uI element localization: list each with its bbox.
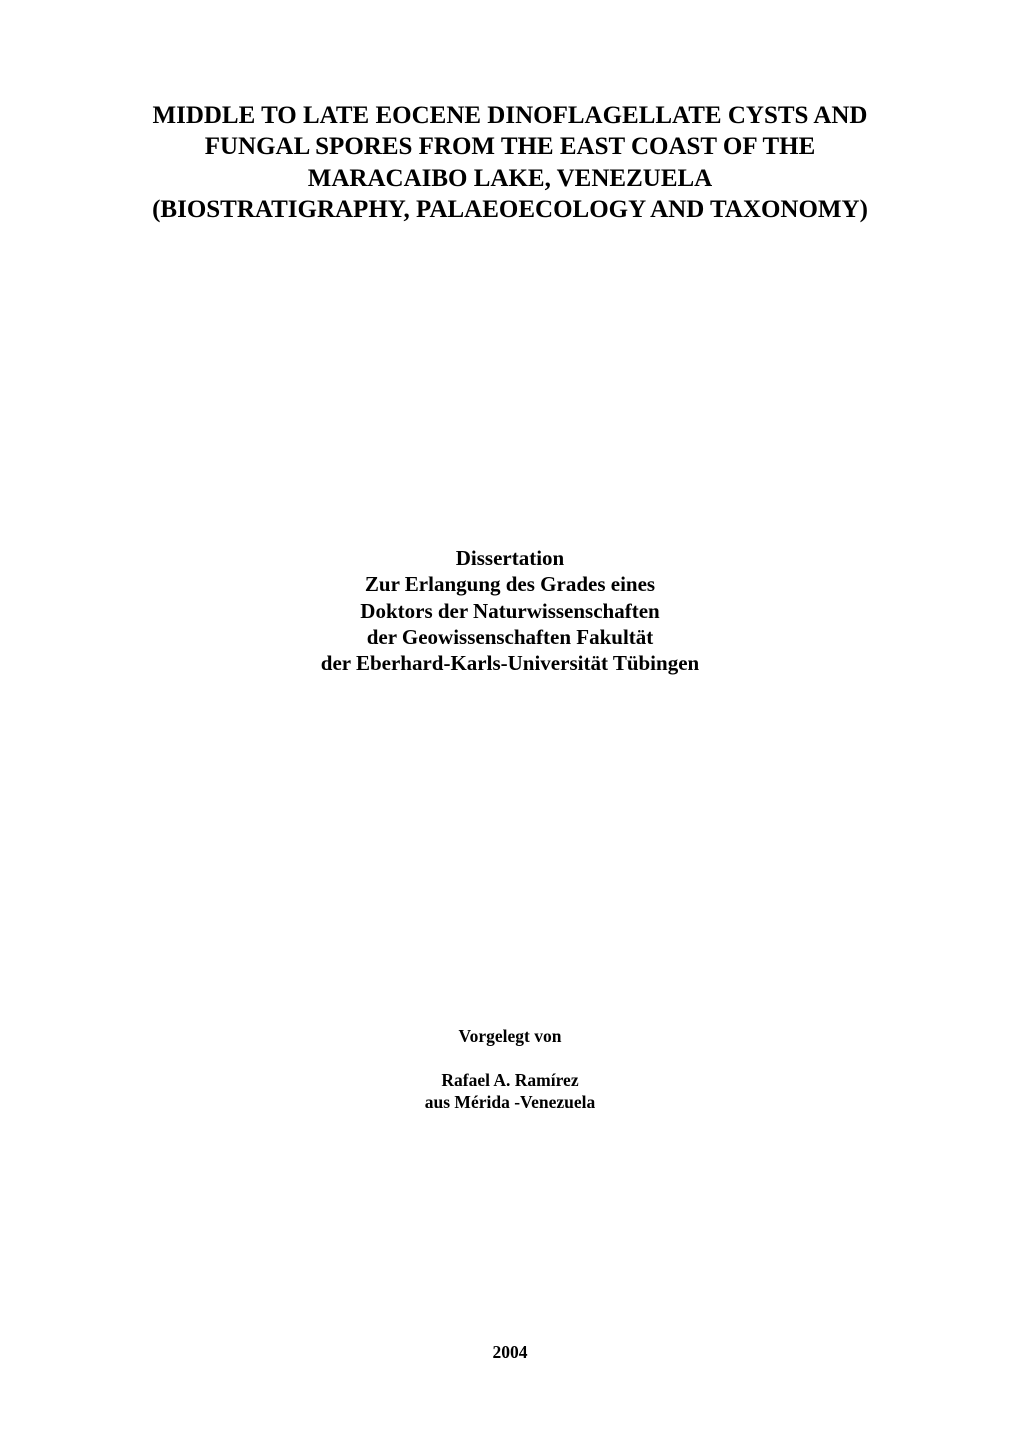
dissertation-block: Dissertation Zur Erlangung des Grades ei…: [120, 545, 900, 676]
publication-year: 2004: [0, 1342, 1020, 1363]
title-line-3: MARACAIBO LAKE, VENEZUELA: [120, 163, 900, 194]
title-block: MIDDLE TO LATE EOCENE DINOFLAGELLATE CYS…: [120, 100, 900, 225]
title-line-1: MIDDLE TO LATE EOCENE DINOFLAGELLATE CYS…: [120, 100, 900, 131]
dissertation-line-2: Zur Erlangung des Grades eines: [120, 571, 900, 597]
author-name: Rafael A. Ramírez: [120, 1070, 900, 1092]
title-line-4: (BIOSTRATIGRAPHY, PALAEOECOLOGY AND TAXO…: [120, 194, 900, 225]
author-origin: aus Mérida -Venezuela: [120, 1092, 900, 1114]
author-block: Vorgelegt von Rafael A. Ramírez aus Méri…: [120, 1026, 900, 1114]
presented-by-label: Vorgelegt von: [120, 1026, 900, 1048]
title-line-2: FUNGAL SPORES FROM THE EAST COAST OF THE: [120, 131, 900, 162]
dissertation-line-1: Dissertation: [120, 545, 900, 571]
dissertation-line-4: der Geowissenschaften Fakultät: [120, 624, 900, 650]
dissertation-line-5: der Eberhard-Karls-Universität Tübingen: [120, 650, 900, 676]
dissertation-line-3: Doktors der Naturwissenschaften: [120, 598, 900, 624]
page-container: MIDDLE TO LATE EOCENE DINOFLAGELLATE CYS…: [0, 0, 1020, 1443]
